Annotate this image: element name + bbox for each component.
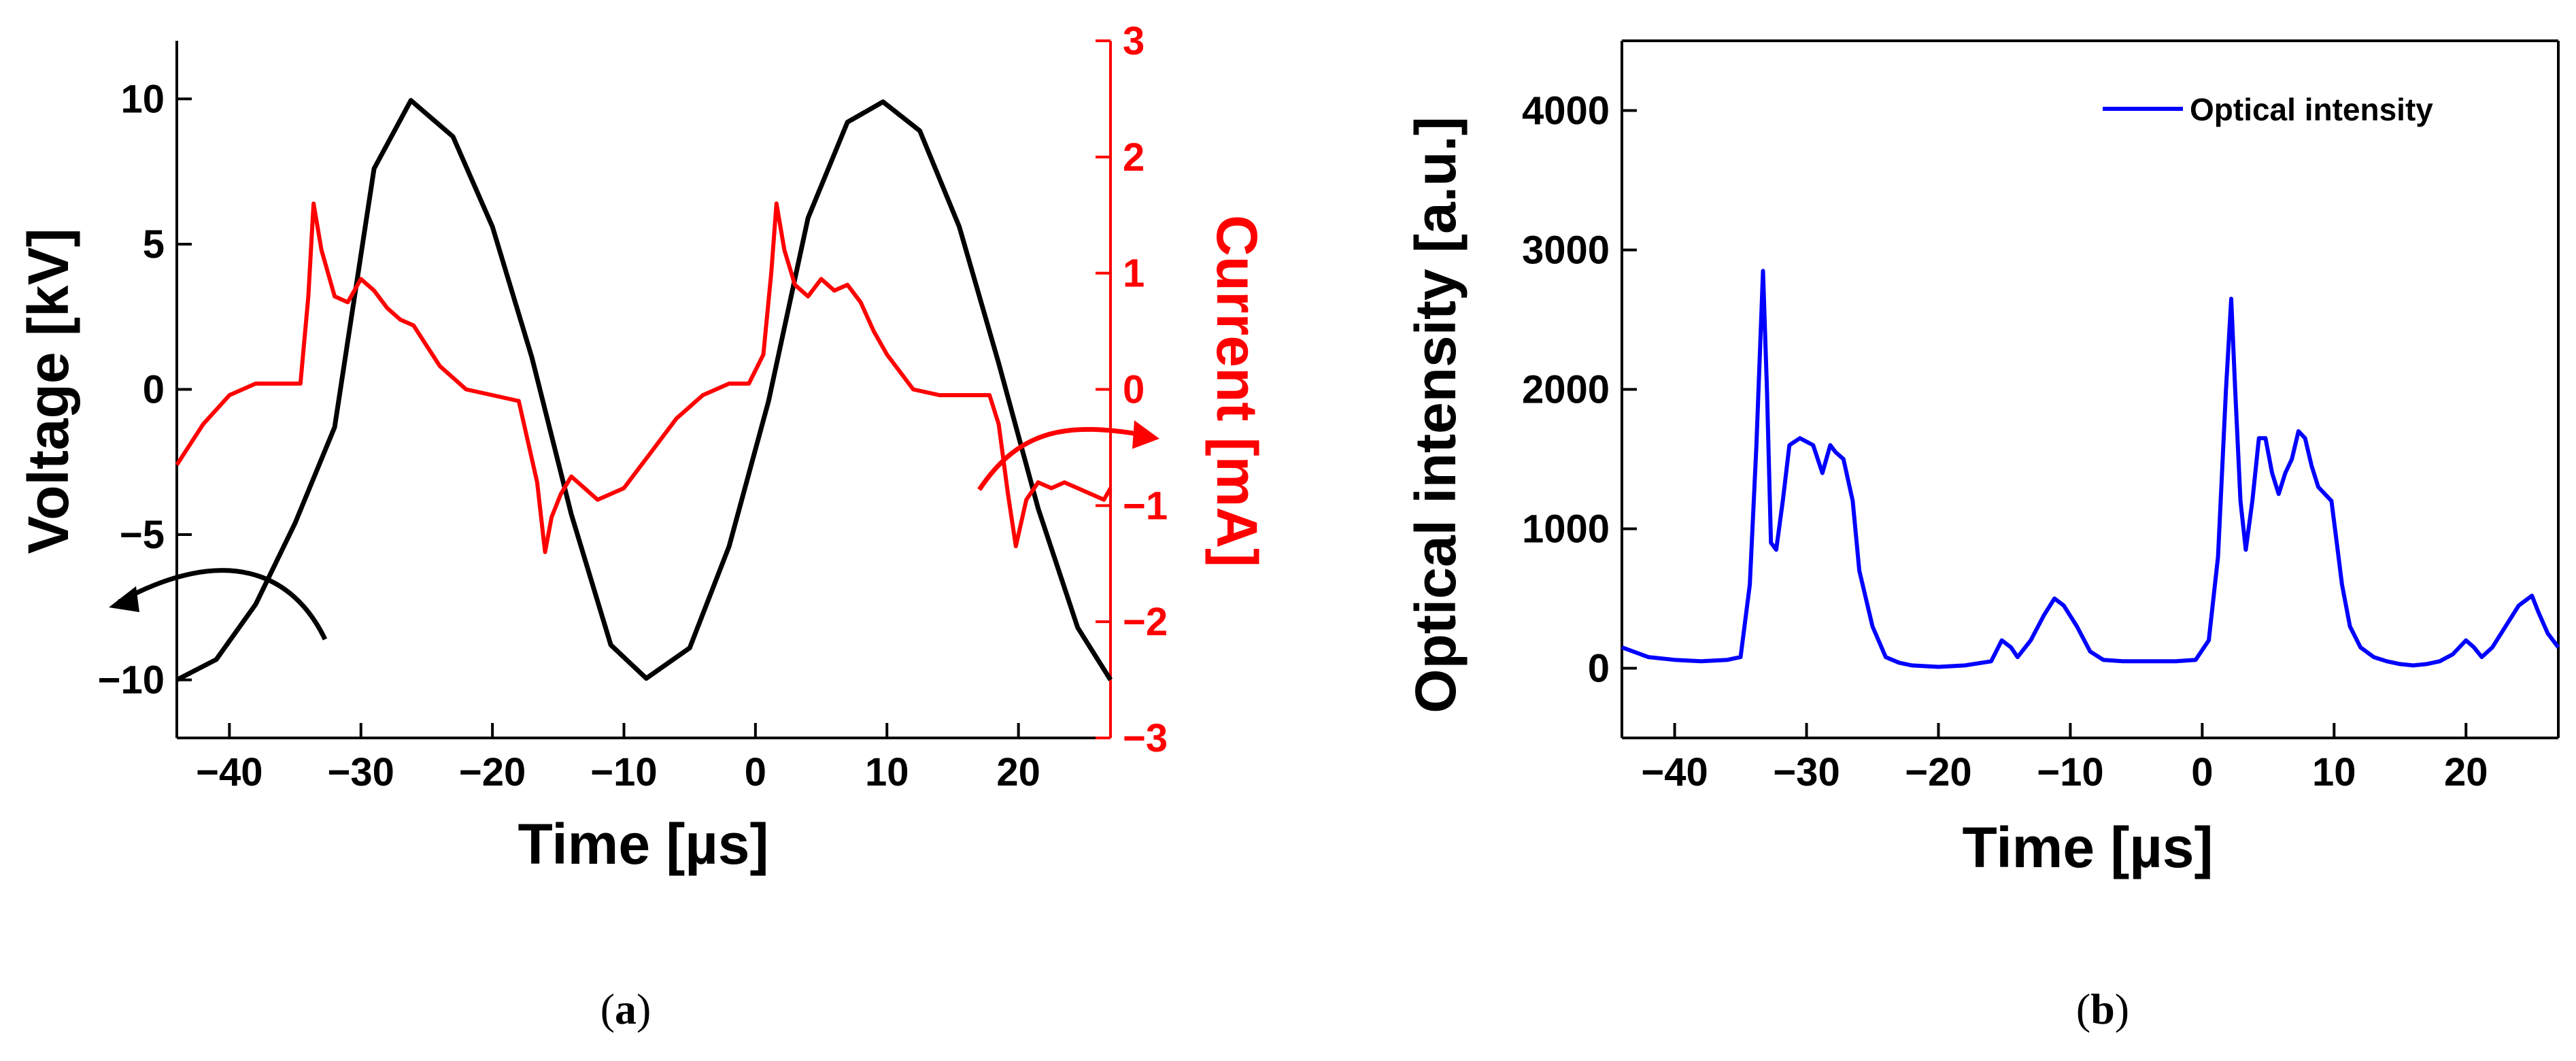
chart-a-ytick-tick-label: 0: [143, 368, 165, 412]
chart-b-panel-label-letter: b: [2090, 985, 2115, 1033]
chart-a-xtick-label: −20: [459, 750, 526, 794]
chart-b-xtick-label: −40: [1641, 750, 1708, 794]
chart-b-legend: Optical intensity: [2103, 92, 2433, 127]
chart-b-panel-label-open: (: [2076, 985, 2090, 1033]
chart-b-panel-label-close: ): [2115, 985, 2129, 1033]
chart-a-ytick-tick-label: −5: [120, 513, 165, 557]
chart-a-y2tick-tick-label: −2: [1123, 600, 1168, 644]
chart-b-ytick-tick-label: 4000: [1522, 89, 1610, 133]
chart-a-ytick-tick-label: 5: [143, 222, 165, 267]
current-axis-arrowhead: [1132, 420, 1159, 449]
chart-b-ytick-tick-label: 3000: [1522, 229, 1610, 273]
chart-b-xtick-label: −20: [1905, 750, 1971, 794]
chart-b-x-ticks: −40 −30 −20 −10 0 10 20: [1641, 723, 2488, 794]
chart-a-xtick-label: −40: [196, 750, 262, 794]
legend-label-optical-intensity: Optical intensity: [2190, 92, 2433, 127]
chart-a-y-ticks: 10 5 0 −5 −10: [98, 77, 192, 703]
chart-b-ytick-tick-label: 0: [1588, 647, 1610, 691]
chart-a-y2tick-tick-label: 0: [1123, 368, 1145, 412]
series-current-line: [175, 201, 1113, 554]
chart-a-series: [175, 98, 1113, 682]
chart-a-xtick-label: −10: [590, 750, 657, 794]
chart-a-ytick-tick-label: 10: [120, 77, 165, 121]
chart-b-y-ticks: 4000 3000 2000 1000 0: [1522, 89, 1637, 691]
chart-a-ylabel: Voltage [kV]: [16, 228, 80, 554]
chart-a-xlabel: Time [µs]: [518, 812, 769, 876]
chart-b-ylabel: Optical intensity [a.u.]: [1404, 116, 1468, 713]
chart-a-y2-ticks: 3 2 1 0 −1 −2 −3: [1096, 19, 1168, 760]
chart-b-series: [1621, 269, 2560, 669]
chart-a-y2tick-tick-label: 3: [1123, 19, 1145, 63]
chart-a-y2tick-tick-label: 2: [1123, 135, 1145, 180]
series-optical-intensity-line: [1621, 269, 2560, 669]
chart-a-ytick-tick-label: −10: [98, 658, 165, 703]
chart-b-ytick-tick-label: 2000: [1522, 368, 1610, 412]
chart-a-y2tick-tick-label: −1: [1123, 484, 1168, 528]
voltage-axis-arrowhead: [109, 586, 139, 612]
chart-b-ytick-tick-label: 1000: [1522, 507, 1610, 552]
chart-a-y2label: Current [mA]: [1205, 215, 1269, 567]
chart-b: −40 −30 −20 −10 0 10 20 4000 3000 2000 1000 0 Opti…: [1404, 39, 2560, 1033]
chart-a-xtick-label: −30: [328, 750, 394, 794]
chart-b-xtick-label: −30: [1773, 750, 1840, 794]
chart-a-xtick-label: 10: [865, 750, 909, 794]
voltage-axis-arrow: [118, 568, 328, 641]
chart-a-panel-label: (a): [600, 985, 651, 1033]
chart-a-y2tick-tick-label: −3: [1123, 716, 1168, 760]
chart-a-y2tick-tick-label: 1: [1123, 252, 1145, 296]
chart-b-xtick-label: 10: [2312, 750, 2356, 794]
current-axis-arrow: [977, 426, 1147, 491]
chart-a-x-ticks: −40 −30 −20 −10 0 10 20: [196, 723, 1040, 794]
chart-b-xtick-label: 20: [2444, 750, 2488, 794]
chart-b-xlabel: Time [µs]: [1963, 815, 2214, 879]
series-voltage-line: [175, 98, 1113, 682]
chart-b-xtick-label: 0: [2191, 750, 2213, 794]
chart-a-panel-label-open: (: [600, 985, 615, 1033]
chart-a-xtick-label: 0: [745, 750, 766, 794]
chart-a-panel-label-letter: a: [615, 985, 637, 1033]
chart-a-xtick-label: 20: [996, 750, 1040, 794]
chart-a-panel-label-close: ): [637, 985, 651, 1033]
chart-b-xtick-label: −10: [2037, 750, 2103, 794]
chart-b-panel-label: (b): [2076, 985, 2129, 1033]
